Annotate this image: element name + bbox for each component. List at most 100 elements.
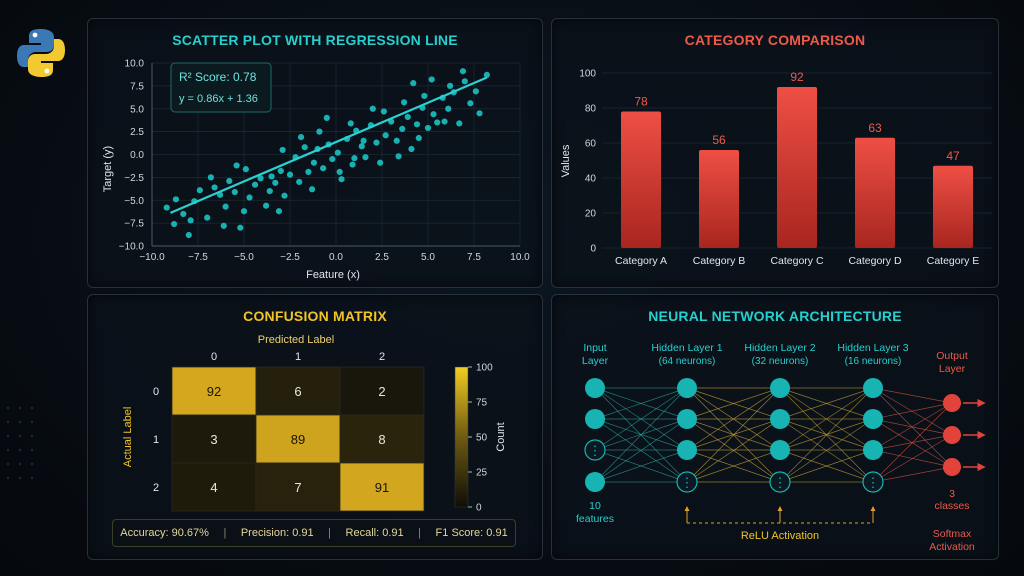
decorative-dot-grid <box>6 406 34 480</box>
network-node <box>943 394 961 412</box>
confusion-cell <box>339 462 425 512</box>
confusion-cell-value: 89 <box>291 432 305 447</box>
network-node <box>677 378 697 398</box>
scatter-y-tick: 5.0 <box>130 104 144 115</box>
bar-value-label: 47 <box>946 149 960 163</box>
bar-y-tick: 80 <box>585 104 597 115</box>
scatter-x-tick: −5.0 <box>234 252 254 263</box>
input-feature-label: features <box>576 513 614 525</box>
scatter-point <box>310 159 318 166</box>
confusion-cell-value: 2 <box>378 384 385 399</box>
colorbar-tick: 0 <box>476 503 482 514</box>
hidden-layer-1-title: Hidden Layer 1 <box>651 342 722 354</box>
hidden-layer-3-size: (16 neurons) <box>845 356 902 367</box>
scatter-point <box>308 186 316 193</box>
scatter-point <box>483 71 490 78</box>
scatter-x-tick: 2.5 <box>375 252 389 263</box>
scatter-point <box>400 99 408 106</box>
network-ellipsis-node <box>676 471 698 493</box>
network-edge <box>779 418 874 483</box>
colorbar-tick: 50 <box>476 433 488 444</box>
scatter-point <box>323 114 330 121</box>
scatter-point <box>360 137 367 144</box>
colorbar-label: Count <box>495 422 507 451</box>
bar-y-tick: 40 <box>585 174 597 185</box>
scatter-point <box>305 168 312 175</box>
scatter-title: SCATTER PLOT WITH REGRESSION LINE <box>172 32 458 48</box>
network-ellipsis: ⋮ <box>589 443 602 458</box>
confusion-panel: CONFUSION MATRIX Predicted Label 0 1 2 0 1 2… <box>87 294 543 560</box>
scatter-point <box>369 105 376 112</box>
network-edge <box>872 387 953 404</box>
bar-y-tick: 20 <box>585 209 597 220</box>
scatter-chart: −10.0 −7.5 −5.0 −2.5 0.0 2.5 5.0 7.5 10.0 10.0 7.… <box>102 59 530 282</box>
softmax-label: Softmax <box>933 528 972 540</box>
bar <box>699 150 739 248</box>
scatter-point <box>286 171 294 178</box>
softmax-activation-label: Activation <box>929 541 975 553</box>
scatter-point <box>467 100 474 107</box>
bar-value-label: 63 <box>868 121 882 135</box>
confusion-col-label: 0 <box>211 351 217 363</box>
r2-score-label: R² Score: 0.78 <box>179 70 257 84</box>
scatter-point <box>434 119 441 126</box>
bar-y-tick: 100 <box>579 69 596 80</box>
bar-category-label: Category D <box>848 255 902 267</box>
scatter-point <box>424 124 432 132</box>
scatter-point <box>172 196 180 203</box>
network-ellipsis-node <box>862 471 884 493</box>
confusion-row-label: 0 <box>153 386 159 398</box>
network-node <box>677 409 697 429</box>
network-node <box>585 472 605 492</box>
network-node <box>943 426 961 444</box>
scatter-point <box>262 202 270 209</box>
scatter-point <box>441 118 448 125</box>
bar-value-label: 78 <box>634 95 648 109</box>
scatter-point <box>180 210 187 218</box>
colorbar-tick: 100 <box>476 363 493 374</box>
confusion-row-label: 2 <box>153 482 159 494</box>
output-class-count: 3 <box>949 488 955 500</box>
regression-equation-label: y = 0.86x + 1.36 <box>179 93 258 105</box>
confusion-cell-value: 92 <box>207 384 221 399</box>
scatter-point <box>268 173 275 180</box>
scatter-point <box>445 105 452 112</box>
scatter-y-tick: 0.0 <box>130 150 144 161</box>
metric-separator: | <box>223 527 227 539</box>
network-edge <box>872 434 953 483</box>
scatter-point <box>362 154 369 161</box>
network-edge <box>594 418 688 483</box>
scatter-point <box>446 82 454 89</box>
bar-category-label: Category C <box>770 255 824 267</box>
confusion-cell <box>171 366 257 416</box>
scatter-point <box>231 188 238 196</box>
precision-metric: Precision: 0.91 <box>240 527 314 539</box>
confusion-col-label: 2 <box>379 351 385 363</box>
scatter-y-tick: 2.5 <box>130 127 144 138</box>
output-layer-title-2: Layer <box>939 363 966 375</box>
scatter-point <box>240 208 248 215</box>
network-edge <box>779 449 874 483</box>
scatter-point <box>393 137 400 144</box>
network-node <box>863 440 883 460</box>
confusion-cell <box>171 414 257 464</box>
network-edge <box>779 387 874 451</box>
network-node <box>770 440 790 460</box>
scatter-panel: SCATTER PLOT WITH REGRESSION LINE −10.0−… <box>87 18 543 288</box>
scatter-point <box>246 194 253 201</box>
confusion-matrix-chart: Predicted Label 0 1 2 0 1 2 92 6 2 3 89 8 4 7 91 Act… <box>122 334 507 514</box>
confusion-cell <box>339 414 425 464</box>
input-layer-title-2: Layer <box>582 355 609 367</box>
network-edge <box>872 402 953 420</box>
scatter-point <box>336 168 343 175</box>
network-ellipsis: ⋮ <box>681 475 694 490</box>
network-edge <box>686 387 781 420</box>
scatter-y-tick: 7.5 <box>130 81 144 92</box>
scatter-x-tick: 5.0 <box>421 252 435 263</box>
scatter-y-tick: −7.5 <box>124 219 144 230</box>
scatter-point <box>272 179 279 186</box>
bar-value-label: 56 <box>712 133 726 147</box>
hidden-layer-1-size: (64 neurons) <box>659 356 716 367</box>
bar-title: CATEGORY COMPARISON <box>684 32 866 48</box>
scatter-point <box>279 146 286 154</box>
